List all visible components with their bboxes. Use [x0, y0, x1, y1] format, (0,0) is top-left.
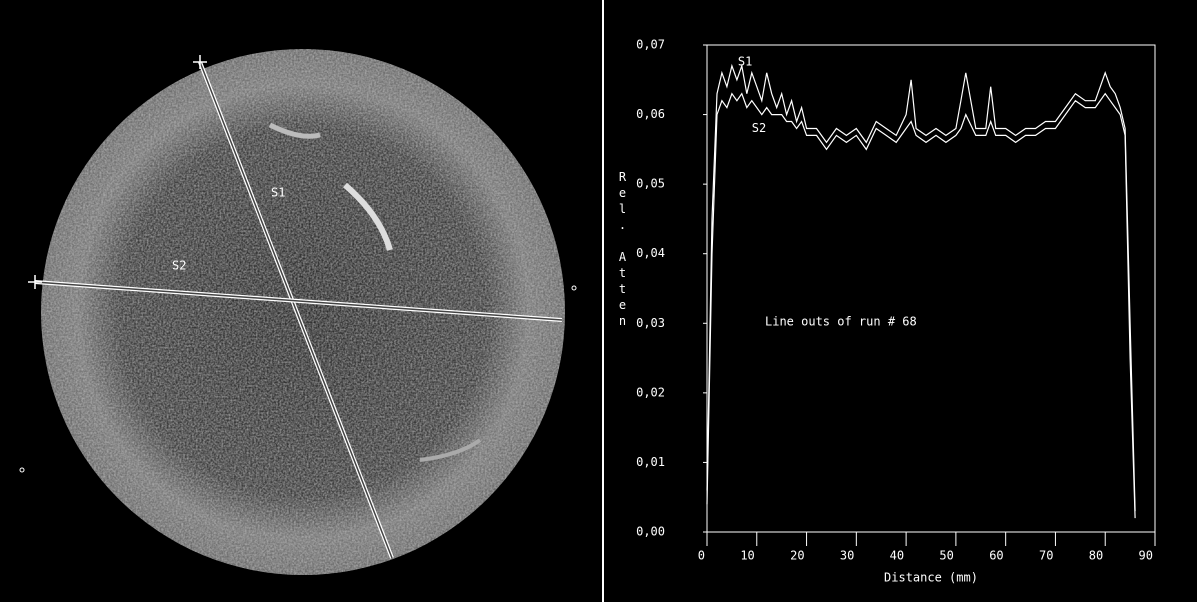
annotation: Line outs of run # 68	[765, 315, 917, 329]
x-tick-label: 50	[939, 549, 953, 563]
bright-feature	[268, 122, 321, 139]
x-tick-label: 90	[1139, 549, 1153, 563]
line-out-s2-core	[34, 281, 563, 321]
y-tick-label: 0,05	[636, 177, 665, 191]
bright-feature	[343, 182, 393, 251]
x-tick-label: 60	[989, 549, 1003, 563]
y-tick-label: 0,00	[636, 525, 665, 539]
plot-frame	[706, 44, 1156, 533]
image-label: S1	[271, 186, 285, 200]
line-out-s1-core	[199, 61, 393, 559]
cross-markers	[28, 55, 207, 289]
dot	[571, 285, 577, 291]
y-tick-label: 0,07	[636, 38, 665, 52]
y-tick-label: 0,06	[636, 107, 665, 121]
series-label: S1	[738, 54, 752, 68]
y-tick-label: 0,01	[636, 455, 665, 469]
ct-image: S1 S2	[19, 49, 577, 575]
x-tick-label: 40	[890, 549, 904, 563]
x-tick-label: 30	[840, 549, 854, 563]
x-tick-label: 70	[1039, 549, 1053, 563]
y-tick-label: 0,02	[636, 385, 665, 399]
y-axis-label: Rel. Atten	[616, 170, 630, 330]
x-tick-label: 20	[790, 549, 804, 563]
x-tick-label: 80	[1089, 549, 1103, 563]
specimen-texture	[41, 49, 565, 575]
y-tick-label: 0,03	[636, 316, 665, 330]
dot	[19, 467, 25, 473]
x-axis-label: Distance (mm)	[884, 571, 978, 585]
series-label: S2	[752, 121, 766, 135]
series-line	[706, 92, 1136, 519]
y-tick-label: 0,04	[636, 246, 665, 260]
x-tick-label: 10	[740, 549, 754, 563]
image-label: S2	[172, 259, 186, 273]
chart: Line outs of run # 68 Distance (mm) Rel.…	[616, 38, 1156, 585]
bright-feature	[419, 438, 482, 462]
x-tick-label: 0	[698, 549, 705, 563]
series-line	[706, 63, 1136, 512]
